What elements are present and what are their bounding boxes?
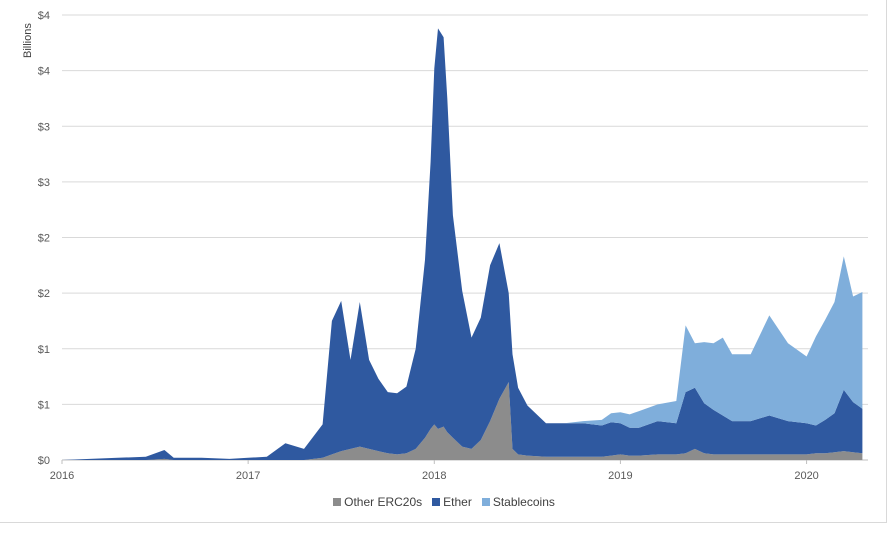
legend-item-other-erc20s: Other ERC20s [333,495,422,509]
y-tick-label-2: $1 [38,344,50,356]
x-tick-label-2: 2018 [422,470,446,482]
y-tick-label-8: $4 [38,10,50,22]
chart-frame [0,0,887,523]
x-tick-label-4: 2020 [794,470,818,482]
x-tick-labels: 2016 2017 2018 2019 2020 [50,460,819,482]
x-tick-label-0: 2016 [50,470,74,482]
legend-item-stablecoins: Stablecoins [481,495,555,509]
area-ether [62,28,863,461]
legend-label-ether: Ether [443,495,472,509]
y-tick-label-7: $4 [38,66,50,78]
y-tick-label-0: $0 [38,455,50,467]
legend-item-ether: Ether [432,495,472,509]
legend-label-other-erc20s: Other ERC20s [344,495,423,509]
legend-swatch-ether [432,498,441,506]
y-tick-label-1: $1 [38,399,50,411]
legend: Other ERC20s Ether Stablecoins [0,495,888,509]
y-axis-label: Billions [22,23,34,58]
area-series [62,28,863,461]
y-tick-label-3: $2 [38,288,50,300]
x-tick-label-3: 2019 [608,470,632,482]
area-stablecoins [62,28,863,461]
legend-swatch-stablecoins [481,498,490,506]
y-tick-label-6: $3 [38,121,50,133]
legend-swatch-other-erc20s [333,498,342,506]
y-tick-label-4: $2 [38,233,50,245]
y-tick-label-5: $3 [38,177,50,189]
x-tick-label-1: 2017 [236,470,260,482]
legend-label-stablecoins: Stablecoins [492,495,555,509]
y-tick-labels: $0 $1 $1 $2 $2 $3 $3 $4 $4 [38,10,50,467]
